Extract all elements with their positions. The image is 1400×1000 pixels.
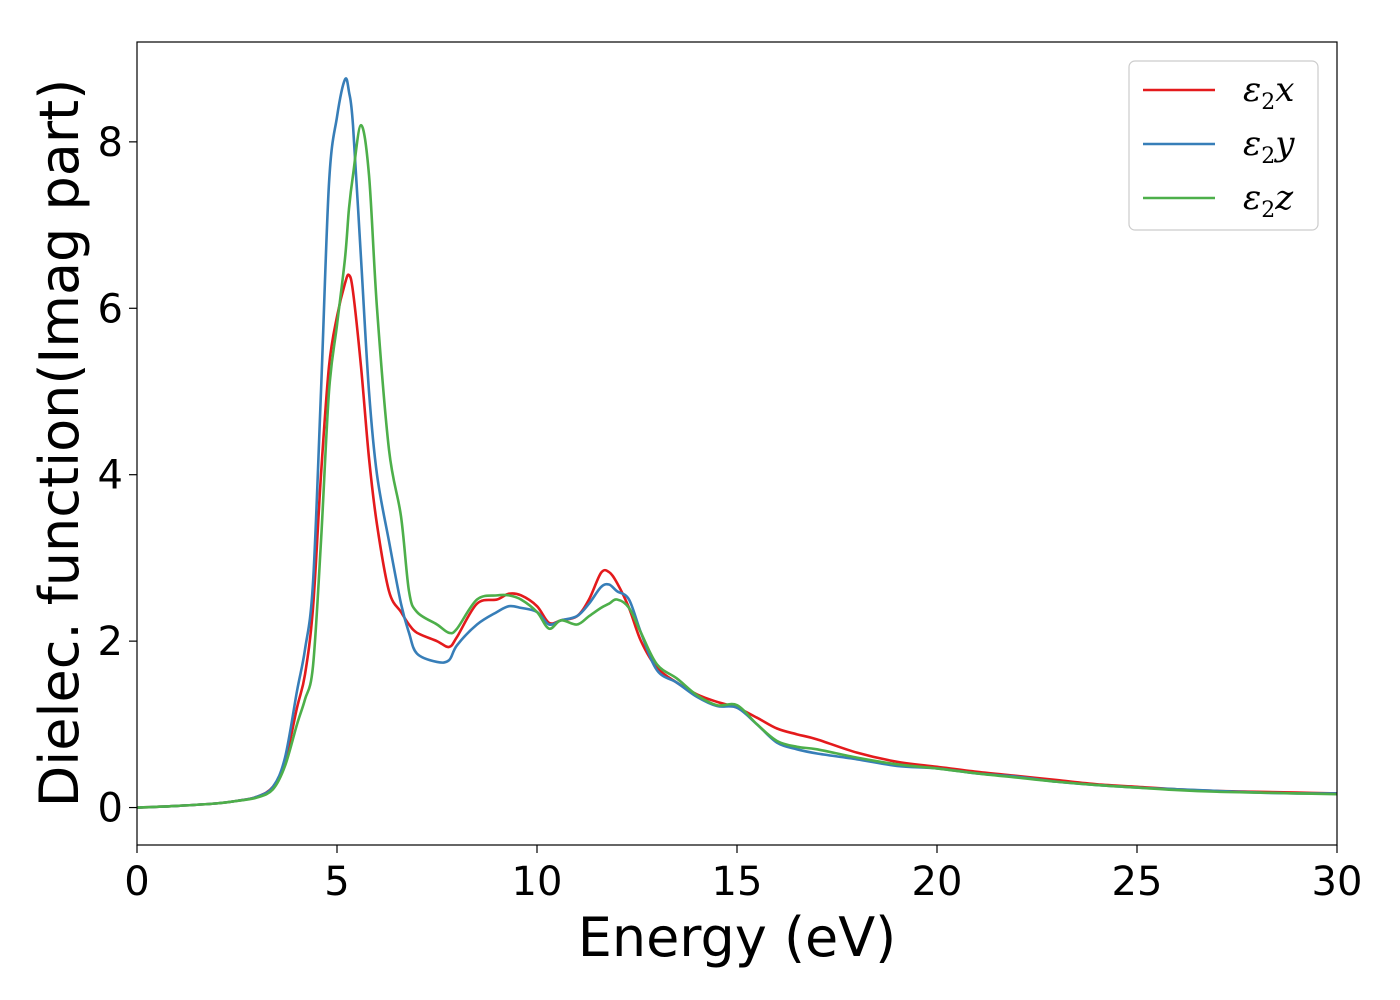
x-tick-label: 10 — [512, 859, 563, 905]
x-tick-label: 25 — [1112, 859, 1163, 905]
y-axis-label: Dielec. function(Imag part) — [28, 79, 91, 808]
legend-label-x: ε2x — [1243, 70, 1294, 115]
x-axis-label: Energy (eV) — [578, 906, 897, 969]
x-tick-label: 0 — [124, 859, 149, 905]
series-line-z — [137, 123, 1337, 809]
x-tick-label: 30 — [1312, 859, 1363, 905]
y-tick-label: 0 — [98, 786, 123, 832]
y-axis-ticks: 0 2 4 6 8 — [98, 120, 137, 832]
y-tick-label: 4 — [98, 453, 123, 499]
legend-label-y: ε2y — [1243, 124, 1295, 169]
series-layer — [137, 77, 1337, 809]
y-tick-label: 6 — [98, 286, 123, 332]
x-axis-ticks: 0 5 10 15 20 25 30 — [124, 845, 1362, 905]
x-tick-label: 20 — [912, 859, 963, 905]
y-tick-label: 8 — [98, 120, 123, 166]
y-tick-label: 2 — [98, 619, 123, 665]
legend-label-z: ε2z — [1243, 178, 1294, 223]
series-line-x — [137, 273, 1337, 809]
legend: ε2x ε2y ε2z — [1128, 60, 1319, 231]
legend-box — [1128, 60, 1319, 231]
x-tick-label: 15 — [712, 859, 763, 905]
x-tick-label: 5 — [324, 859, 349, 905]
